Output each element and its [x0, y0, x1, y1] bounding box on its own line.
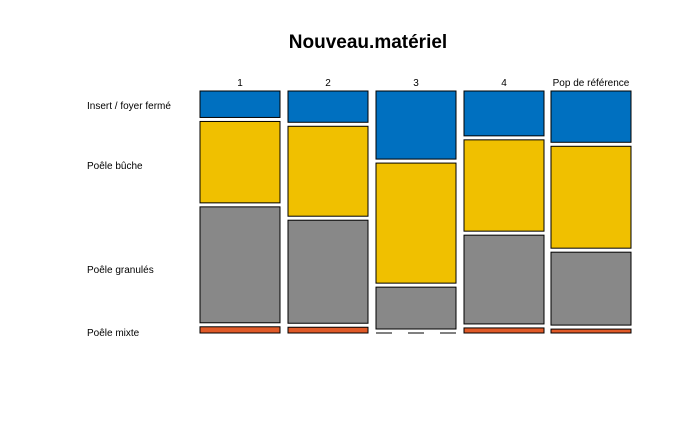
- row-label: Insert / foyer fermé: [87, 101, 171, 112]
- mosaic-tile: [550, 328, 632, 334]
- mosaic-tile: [550, 251, 632, 326]
- mosaic-tile: [199, 90, 281, 118]
- mosaic-tile: [463, 327, 545, 334]
- mosaic-tile: [287, 90, 369, 123]
- row-label: Poêle bûche: [87, 161, 143, 172]
- mosaic-tile: [550, 90, 632, 143]
- mosaic-tile: [199, 206, 281, 324]
- mosaic-tile: [550, 145, 632, 249]
- mosaic-tile: [375, 90, 457, 160]
- mosaic-tile: [199, 120, 281, 204]
- mosaic-tile: [287, 219, 369, 324]
- mosaic-tile: [463, 234, 545, 325]
- mosaic-tile: [375, 162, 457, 284]
- column-label: 3: [413, 78, 419, 89]
- chart-title: Nouveau.matériel: [289, 32, 447, 53]
- row-label: Poêle mixte: [87, 328, 140, 339]
- column-label: 4: [501, 78, 507, 89]
- mosaic-tile: [463, 90, 545, 137]
- column-label: Pop de référence: [553, 78, 630, 89]
- mosaic-tile: [287, 326, 369, 334]
- column-label: 1: [237, 78, 243, 89]
- mosaic-tile: [287, 125, 369, 217]
- column-label: 2: [325, 78, 331, 89]
- mosaic-tile: [463, 139, 545, 232]
- mosaic-tile: [375, 286, 457, 330]
- mosaic-tile: [199, 326, 281, 334]
- row-label: Poêle granulés: [87, 265, 154, 276]
